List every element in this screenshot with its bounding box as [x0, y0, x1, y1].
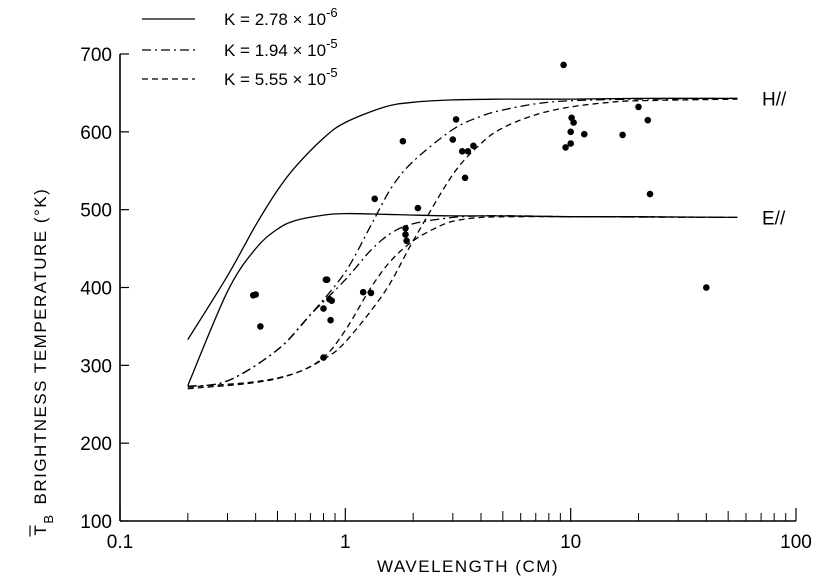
data-point — [402, 225, 409, 232]
y-tick-label: 600 — [80, 123, 112, 144]
data-point — [320, 354, 327, 361]
data-point — [703, 284, 710, 291]
y-tick-label: 500 — [80, 201, 112, 222]
curve-label-h: H// — [762, 89, 787, 110]
data-point — [570, 119, 577, 126]
data-point — [414, 204, 422, 212]
y-axis-symbol: TB — [31, 513, 56, 535]
x-axis-title: WAVELENGTH (CM) — [377, 557, 559, 576]
data-point — [470, 142, 477, 150]
data-point — [464, 148, 472, 155]
data-point — [367, 289, 375, 297]
data-point — [644, 116, 652, 124]
x-tick-label: 1 — [340, 532, 351, 553]
data-point — [581, 130, 588, 138]
data-point — [402, 231, 409, 238]
y-tick-label: 200 — [80, 434, 112, 455]
data-point — [646, 190, 654, 198]
y-tick-label: 300 — [80, 356, 112, 377]
data-points — [249, 61, 710, 361]
curve-e-dashdot — [187, 215, 738, 387]
data-point — [328, 297, 336, 305]
data-point — [567, 140, 574, 147]
legend-label: K = 1.94 × 10-5 — [224, 36, 338, 60]
y-tick-label: 100 — [80, 512, 112, 533]
data-point — [323, 276, 331, 284]
data-point — [371, 195, 379, 203]
legend-label: K = 5.55 × 10-5 — [224, 65, 338, 89]
curve-e-dashed — [187, 215, 738, 390]
data-point — [560, 61, 567, 69]
data-point — [257, 323, 264, 330]
data-point — [327, 316, 334, 324]
data-point — [359, 288, 367, 296]
data-point — [567, 128, 574, 136]
axis-titles: WAVELENGTH (CM) TB BRIGHTNESS TEMPERATURE … — [29, 188, 559, 576]
x-tick-label: 10 — [560, 532, 581, 553]
y-axis-main-title: BRIGHTNESS TEMPERATURE (°K) — [31, 188, 50, 505]
y-axis-title: TB BRIGHTNESS TEMPERATURE (°K) — [29, 188, 56, 537]
data-point — [320, 305, 327, 312]
curve-label-e: E// — [762, 208, 786, 229]
curves: H// E// — [187, 89, 787, 390]
x-tick-label: 0.1 — [107, 532, 133, 553]
data-point — [635, 103, 642, 111]
data-point — [562, 144, 569, 151]
curve-h-solid — [187, 97, 738, 340]
data-point — [403, 237, 410, 245]
y-tick-label: 700 — [80, 45, 112, 66]
curve-e-solid — [187, 212, 738, 386]
legend: K = 2.78 × 10-6 K = 1.94 × 10-5 K = 5.55 ×… — [142, 5, 338, 89]
x-tick-label: 100 — [780, 532, 812, 553]
curve-h-dashdot — [187, 97, 738, 387]
data-point — [461, 174, 469, 182]
y-tick-label: 400 — [80, 279, 112, 300]
data-point — [458, 148, 466, 155]
legend-label: K = 2.78 × 10-6 — [224, 5, 338, 29]
curve-h-dashed — [187, 98, 738, 388]
axes: 100 200 300 400 500 600 700 0.1 1 10 100 — [80, 45, 812, 553]
data-point — [449, 136, 457, 143]
data-point — [252, 291, 259, 298]
data-point — [619, 131, 626, 139]
data-point — [399, 137, 407, 145]
data-point — [452, 116, 460, 123]
